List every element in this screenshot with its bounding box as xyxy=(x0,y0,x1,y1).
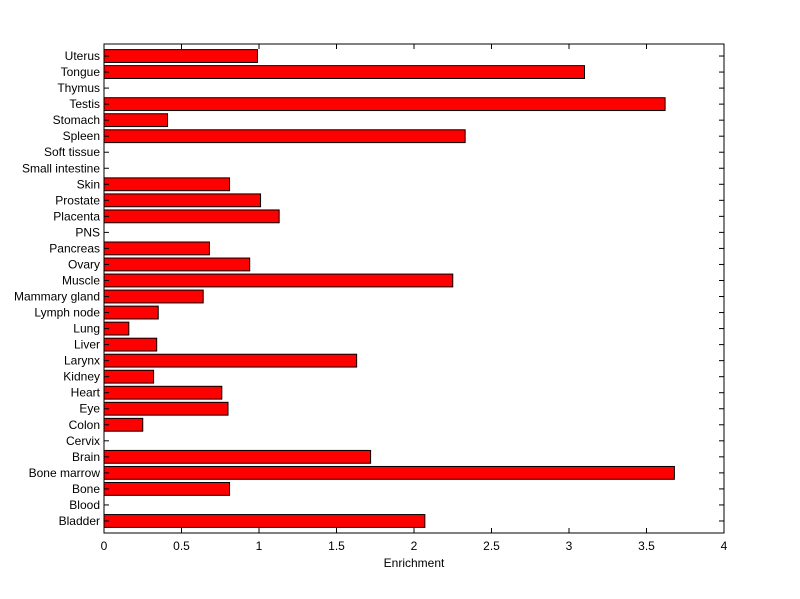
category-label: Bone marrow xyxy=(29,466,101,480)
x-tick-label: 3.5 xyxy=(638,539,655,553)
bar-bladder xyxy=(103,514,426,528)
bar-mammary-gland xyxy=(103,289,204,304)
category-label: Bone xyxy=(72,482,100,496)
category-label: Brain xyxy=(72,450,100,464)
category-label: Tongue xyxy=(61,65,101,79)
category-label: Lung xyxy=(73,322,100,336)
category-label: Soft tissue xyxy=(44,145,100,159)
bar-ovary xyxy=(103,257,251,272)
bar-brain xyxy=(103,449,372,464)
bar-prostate xyxy=(103,193,262,208)
category-label: Testis xyxy=(69,97,100,111)
category-label: Small intestine xyxy=(22,161,100,175)
category-label: Skin xyxy=(77,177,100,191)
axes-box xyxy=(103,43,725,534)
category-label: PNS xyxy=(75,225,100,239)
bar-skin xyxy=(103,177,231,192)
category-label: Pancreas xyxy=(49,241,100,255)
category-label: Cervix xyxy=(66,434,100,448)
x-tick-label: 1 xyxy=(256,539,263,553)
bar-heart xyxy=(103,385,223,400)
category-label: Kidney xyxy=(63,370,100,384)
category-label: Mammary gland xyxy=(14,290,100,304)
bar-testis xyxy=(103,97,666,112)
bar-kidney xyxy=(103,369,155,384)
bar-pancreas xyxy=(103,241,210,256)
x-tick-label: 3 xyxy=(566,539,573,553)
x-tick-label: 1.5 xyxy=(328,539,345,553)
category-label: Thymus xyxy=(57,81,100,95)
labels-group: Uterus Tongue Thymus Testis Stomach Spleen Sof… xyxy=(14,49,728,553)
category-label: Placenta xyxy=(53,209,100,223)
bar-larynx xyxy=(103,353,358,368)
bar-liver xyxy=(103,337,158,352)
category-label: Stomach xyxy=(53,113,100,127)
bar-placenta xyxy=(103,209,280,224)
x-tick-label: 4 xyxy=(721,539,728,553)
bar-tongue xyxy=(103,65,585,79)
category-label: Heart xyxy=(71,386,101,400)
bar-eye xyxy=(103,401,229,416)
bars-group xyxy=(103,49,675,528)
bar-bone-marrow xyxy=(103,465,675,480)
bar-spleen xyxy=(103,129,466,144)
category-label: Ovary xyxy=(68,257,100,271)
category-label: Spleen xyxy=(63,129,100,143)
x-tick-label: 0 xyxy=(101,539,108,553)
bar-uterus xyxy=(103,49,258,63)
bar-bone xyxy=(103,482,231,496)
bar-colon xyxy=(103,417,144,432)
x-axis-label: Enrichment xyxy=(384,556,445,570)
x-tick-label: 2 xyxy=(411,539,418,553)
category-label: Bladder xyxy=(59,514,100,528)
category-label: Liver xyxy=(74,338,100,352)
category-label: Eye xyxy=(79,402,100,416)
category-label: Muscle xyxy=(62,273,100,287)
category-label: Larynx xyxy=(64,354,100,368)
category-label: Prostate xyxy=(55,193,100,207)
bar-lymph-node xyxy=(103,305,159,320)
bar-muscle xyxy=(103,273,454,288)
category-label: Blood xyxy=(69,498,100,512)
x-tick-label: 0.5 xyxy=(173,539,190,553)
category-label: Lymph node xyxy=(34,306,100,320)
x-tick-label: 2.5 xyxy=(483,539,500,553)
category-label: Uterus xyxy=(65,49,100,63)
ticks-group xyxy=(103,44,725,533)
category-label: Colon xyxy=(69,418,100,432)
bar-stomach xyxy=(103,113,169,128)
